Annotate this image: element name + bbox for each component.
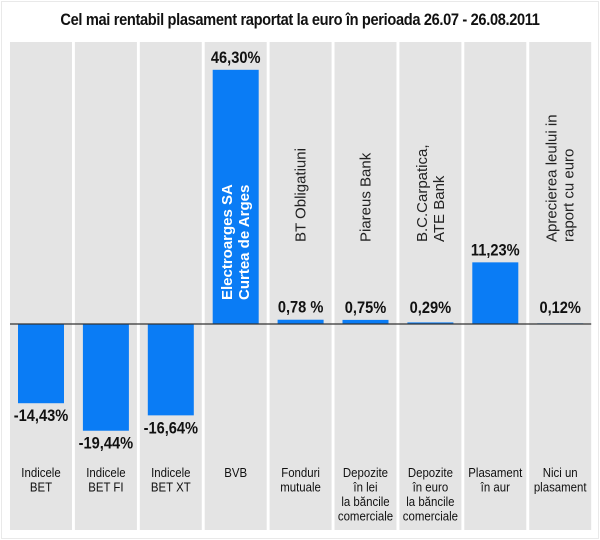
chart-title: Cel mai rentabil plasament raportat la e… <box>60 10 540 29</box>
instrument-label: Electroarges SA <box>219 184 236 300</box>
data-label: 0,12% <box>539 299 580 317</box>
data-label: -14,43% <box>14 407 68 425</box>
category-panel <box>139 42 202 530</box>
category-panel <box>10 42 72 530</box>
category-panel <box>74 42 137 530</box>
category-label: în aur <box>480 480 510 495</box>
bar <box>472 262 519 324</box>
instrument-label: raport cu euro <box>561 149 578 242</box>
instrument-label: Curtea de Arges <box>236 185 253 300</box>
category-panel <box>334 42 397 530</box>
instrument-label: ATE Bank <box>431 175 448 242</box>
category-label: Depozite <box>408 465 453 480</box>
data-label: 46,30% <box>211 49 261 67</box>
bar <box>342 319 389 324</box>
category-label: Indicele <box>151 465 191 480</box>
data-label: -19,44% <box>79 435 133 453</box>
category-panel <box>269 42 332 530</box>
category-label: în euro <box>412 480 449 495</box>
data-label: -16,64% <box>144 419 198 437</box>
category-label: la băncile <box>341 494 389 509</box>
category-label: comerciale <box>403 509 458 524</box>
data-label: 11,23% <box>471 241 520 259</box>
bar <box>147 324 194 416</box>
category-label: Indicele <box>21 465 61 480</box>
category-label: Plasament <box>468 465 523 480</box>
instrument-label: BT Obligatiuni <box>293 148 310 242</box>
instrument-label: Aprecierea leului in <box>544 114 561 242</box>
category-label: la băncile <box>406 494 454 509</box>
category-label: mutuale <box>280 480 321 495</box>
bar <box>18 324 64 404</box>
instrument-label: Piareus Bank <box>358 152 375 242</box>
category-label: plasament <box>534 480 587 495</box>
bar <box>212 69 259 324</box>
category-label: comerciale <box>338 509 393 524</box>
category-label: Nici un <box>543 465 578 480</box>
data-label: 0,78 % <box>278 299 323 317</box>
category-label: BET XT <box>151 480 191 495</box>
category-label: Indicele <box>86 465 126 480</box>
bar <box>277 319 324 324</box>
data-label: 0,75% <box>345 299 386 317</box>
bar <box>407 322 454 324</box>
category-label: Fonduri <box>281 465 320 480</box>
category-label: BVB <box>224 465 247 480</box>
category-panel <box>399 42 462 530</box>
instrument-label: B.C.Carpatica, <box>414 144 431 242</box>
category-label: BET FI <box>88 480 123 495</box>
category-label: BET <box>30 480 53 495</box>
bar <box>82 324 129 431</box>
category-label: Depozite <box>343 465 388 480</box>
category-label: în lei <box>352 480 377 495</box>
data-label: 0,29% <box>410 299 451 317</box>
category-panel <box>529 42 592 530</box>
